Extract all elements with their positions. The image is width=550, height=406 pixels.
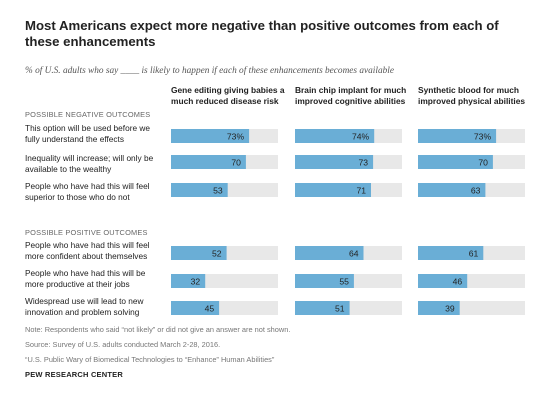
section-label-negative: POSSIBLE NEGATIVE OUTCOMES bbox=[25, 110, 151, 119]
chart-title: Most Americans expect more negative than… bbox=[25, 18, 499, 49]
bar-synthetic-blood-row-2 bbox=[418, 183, 486, 197]
value-label-brain-chip-row-0: 74% bbox=[352, 132, 370, 142]
value-label-gene-editing-row-2: 53 bbox=[213, 186, 223, 196]
row-label-superior: People who have had this will feel super… bbox=[25, 181, 150, 202]
bar-gene-editing-row-5 bbox=[171, 301, 220, 315]
report-title-text: “U.S. Public Wary of Biomedical Technolo… bbox=[25, 355, 275, 364]
value-label-brain-chip-row-4: 55 bbox=[339, 277, 349, 287]
bar-gene-editing-row-0 bbox=[171, 129, 250, 143]
bar-brain-chip-row-5 bbox=[295, 301, 350, 315]
bar-brain-chip-row-0 bbox=[295, 129, 375, 143]
value-label-gene-editing-row-5: 45 bbox=[205, 304, 215, 314]
bar-gene-editing-row-1 bbox=[171, 155, 246, 169]
row-label-productive: People who have had this will be more pr… bbox=[25, 268, 146, 289]
row-label-inequality: Inequality will increase; will only be a… bbox=[25, 153, 154, 174]
bar-brain-chip-row-2 bbox=[295, 183, 371, 197]
section-label-positive: POSSIBLE POSITIVE OUTCOMES bbox=[25, 228, 148, 237]
value-label-synthetic-blood-row-0: 73% bbox=[474, 132, 492, 142]
value-label-brain-chip-row-1: 73 bbox=[359, 158, 369, 168]
chart-subtitle: % of U.S. adults who say ____ is likely … bbox=[25, 66, 394, 76]
bar-brain-chip-row-4 bbox=[295, 274, 354, 288]
value-label-synthetic-blood-row-1: 70 bbox=[478, 158, 488, 168]
value-label-gene-editing-row-1: 70 bbox=[231, 158, 241, 168]
bar-synthetic-blood-row-4 bbox=[418, 274, 468, 288]
bar-brain-chip-row-3 bbox=[295, 246, 364, 260]
value-label-brain-chip-row-3: 64 bbox=[349, 249, 359, 259]
value-label-synthetic-blood-row-4: 46 bbox=[453, 277, 463, 287]
value-label-synthetic-blood-row-3: 61 bbox=[469, 249, 479, 259]
source-text: Source: Survey of U.S. adults conducted … bbox=[25, 340, 221, 349]
value-label-brain-chip-row-2: 71 bbox=[356, 186, 366, 196]
column-header-synthetic-blood: Synthetic blood for much improved physic… bbox=[418, 85, 526, 106]
bar-gene-editing-row-4 bbox=[171, 274, 206, 288]
bar-synthetic-blood-row-5 bbox=[418, 301, 460, 315]
value-label-synthetic-blood-row-2: 63 bbox=[471, 186, 481, 196]
value-label-gene-editing-row-4: 32 bbox=[191, 277, 201, 287]
bar-synthetic-blood-row-1 bbox=[418, 155, 493, 169]
note-text: Note: Respondents who said “not likely” … bbox=[25, 325, 291, 334]
value-label-gene-editing-row-3: 52 bbox=[212, 249, 222, 259]
source-organization: PEW RESEARCH CENTER bbox=[25, 370, 123, 379]
value-label-gene-editing-row-0: 73% bbox=[227, 132, 245, 142]
bar-synthetic-blood-row-0 bbox=[418, 129, 497, 143]
bar-gene-editing-row-3 bbox=[171, 246, 227, 260]
column-header-gene-editing: Gene editing giving babies a much reduce… bbox=[171, 85, 285, 106]
bar-brain-chip-row-1 bbox=[295, 155, 374, 169]
value-label-brain-chip-row-5: 51 bbox=[335, 304, 345, 314]
column-header-brain-chip: Brain chip implant for much improved cog… bbox=[295, 85, 407, 106]
value-label-synthetic-blood-row-5: 39 bbox=[445, 304, 455, 314]
bar-synthetic-blood-row-3 bbox=[418, 246, 484, 260]
row-label-used-before-understood: This option will be used before we fully… bbox=[25, 123, 150, 144]
bar-gene-editing-row-2 bbox=[171, 183, 228, 197]
row-label-innovation: Widespread use will lead to new innovati… bbox=[25, 296, 144, 317]
row-label-confident: People who have had this will feel more … bbox=[25, 240, 150, 261]
